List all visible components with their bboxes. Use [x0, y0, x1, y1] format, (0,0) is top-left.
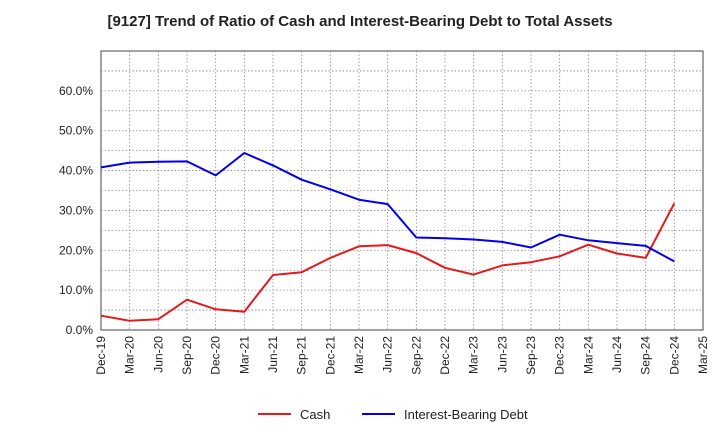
chart-title: [9127] Trend of Ratio of Cash and Intere… — [107, 13, 612, 30]
y-tick-label: 10.0% — [59, 283, 93, 297]
x-tick-label: Mar-25 — [696, 336, 710, 374]
x-tick-label: Mar-22 — [352, 336, 366, 374]
x-tick-label: Dec-19 — [94, 336, 108, 375]
x-tick-label: Dec-24 — [667, 336, 681, 375]
x-axis-ticks: Dec-19 Mar-20 Jun-20 Sep-20 Dec-20 Mar-21 Jun-… — [94, 336, 710, 375]
legend-label: Cash — [300, 407, 330, 422]
x-tick-label: Dec-20 — [209, 336, 223, 375]
series-line-1 — [100, 152, 675, 263]
y-tick-label: 50.0% — [59, 124, 93, 138]
x-tick-label: Mar-20 — [123, 336, 137, 374]
x-tick-label: Sep-24 — [639, 336, 653, 375]
x-tick-label: Jun-20 — [151, 336, 165, 373]
legend: Cash Interest-Bearing Debt — [258, 407, 528, 422]
x-tick-label: Sep-20 — [180, 336, 194, 375]
x-tick-label: Mar-23 — [467, 336, 481, 374]
series-line-0 — [100, 202, 676, 322]
x-tick-label: Mar-24 — [581, 336, 595, 374]
x-tick-label: Jun-22 — [381, 336, 395, 373]
y-tick-label: 20.0% — [59, 243, 93, 257]
x-tick-label: Sep-21 — [295, 336, 309, 375]
legend-label: Interest-Bearing Debt — [404, 407, 528, 422]
x-tick-label: Jun-24 — [610, 336, 624, 373]
y-tick-label: 40.0% — [59, 164, 93, 178]
x-tick-label: Dec-22 — [438, 336, 452, 375]
y-tick-label: 0.0% — [66, 323, 94, 337]
series-lines — [100, 152, 676, 322]
y-tick-label: 60.0% — [59, 84, 93, 98]
grid-lines — [101, 51, 703, 330]
y-axis-ticks: 0.0% 10.0% 20.0% 30.0% 40.0% 50.0% 60.0% — [59, 84, 93, 337]
x-tick-label: Dec-21 — [323, 336, 337, 375]
x-tick-label: Dec-23 — [553, 336, 567, 375]
y-tick-label: 30.0% — [59, 203, 93, 217]
x-tick-label: Jun-21 — [266, 336, 280, 373]
x-tick-label: Jun-23 — [495, 336, 509, 373]
x-tick-label: Sep-22 — [409, 336, 423, 375]
x-tick-label: Sep-23 — [524, 336, 538, 375]
x-tick-label: Mar-21 — [237, 336, 251, 374]
